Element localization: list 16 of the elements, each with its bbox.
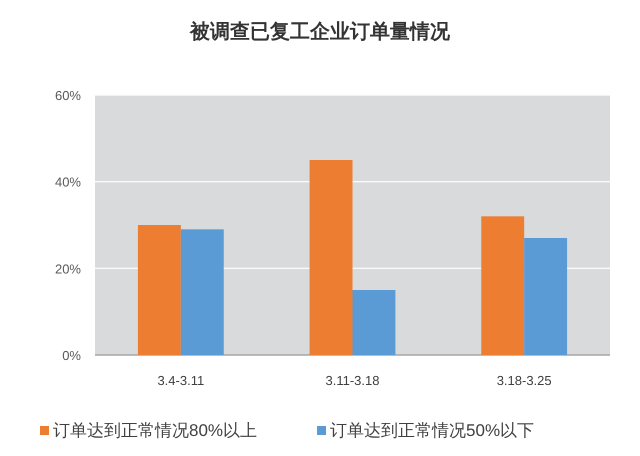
x-tick-label: 3.11-3.18	[326, 373, 380, 388]
x-tick-label: 3.4-3.11	[157, 373, 204, 388]
x-tick-label: 3.18-3.25	[496, 373, 552, 388]
bar	[138, 225, 181, 355]
bar	[352, 290, 396, 355]
bar	[524, 238, 568, 355]
bar	[180, 229, 224, 355]
y-tick-label: 40%	[54, 174, 82, 190]
y-tick-label: 60%	[54, 88, 82, 103]
y-tick-label: 20%	[54, 261, 82, 276]
chart-title: 被调查已复工企业订单量情况	[189, 20, 451, 43]
legend-label: 订单达到正常情况80%以上	[53, 421, 258, 440]
bar	[310, 160, 352, 355]
legend-label: 订单达到正常情况50%以下	[330, 421, 534, 440]
y-tick-label: 0%	[62, 348, 82, 363]
bar	[481, 216, 524, 355]
